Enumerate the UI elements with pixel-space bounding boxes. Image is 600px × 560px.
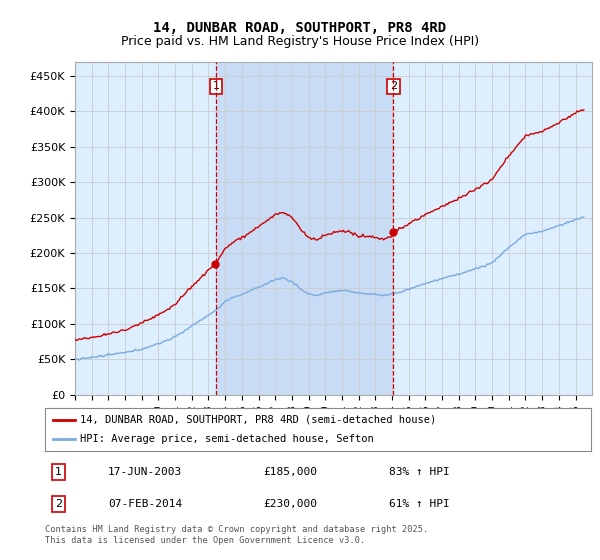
Text: Price paid vs. HM Land Registry's House Price Index (HPI): Price paid vs. HM Land Registry's House … xyxy=(121,35,479,48)
Text: 61% ↑ HPI: 61% ↑ HPI xyxy=(389,499,450,509)
Text: £185,000: £185,000 xyxy=(263,467,317,477)
Text: HPI: Average price, semi-detached house, Sefton: HPI: Average price, semi-detached house,… xyxy=(80,435,374,444)
Bar xyxy=(216,62,394,395)
Text: 2: 2 xyxy=(390,81,397,91)
Text: £230,000: £230,000 xyxy=(263,499,317,509)
Text: 17-JUN-2003: 17-JUN-2003 xyxy=(108,467,182,477)
Text: 14, DUNBAR ROAD, SOUTHPORT, PR8 4RD: 14, DUNBAR ROAD, SOUTHPORT, PR8 4RD xyxy=(154,21,446,35)
Text: 1: 1 xyxy=(55,467,62,477)
Text: 1: 1 xyxy=(212,81,220,91)
Text: 07-FEB-2014: 07-FEB-2014 xyxy=(108,499,182,509)
Text: Contains HM Land Registry data © Crown copyright and database right 2025.
This d: Contains HM Land Registry data © Crown c… xyxy=(45,525,428,545)
Text: 2: 2 xyxy=(55,499,62,509)
Text: 83% ↑ HPI: 83% ↑ HPI xyxy=(389,467,450,477)
Text: 14, DUNBAR ROAD, SOUTHPORT, PR8 4RD (semi-detached house): 14, DUNBAR ROAD, SOUTHPORT, PR8 4RD (sem… xyxy=(80,415,437,424)
